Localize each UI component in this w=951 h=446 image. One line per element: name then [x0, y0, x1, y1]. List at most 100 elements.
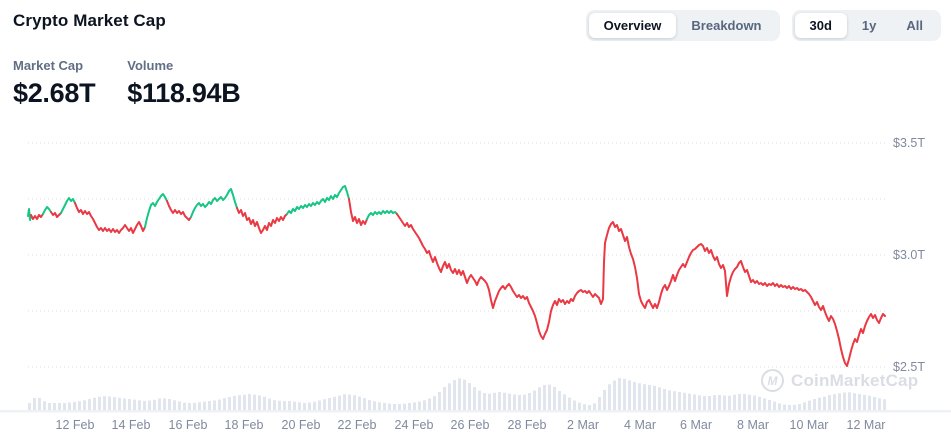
price-line-up	[190, 188, 238, 218]
volume-bar	[268, 398, 271, 410]
page-title: Crypto Market Cap	[13, 11, 166, 30]
volume-bar	[883, 399, 886, 410]
volume-bar	[278, 400, 281, 410]
volume-bar	[863, 394, 866, 410]
volume-bar	[518, 395, 521, 410]
volume-bar	[68, 402, 71, 410]
toggle-overview[interactable]: Overview	[588, 13, 677, 38]
volume-bar	[98, 396, 101, 410]
volume-bar	[813, 399, 816, 410]
volume-bar	[543, 385, 546, 410]
volume-bar	[503, 392, 506, 410]
volume-bar	[558, 391, 561, 410]
volume-bar	[343, 394, 346, 410]
volume-bar	[598, 397, 601, 410]
volume-bar	[308, 402, 311, 410]
volume-bar	[728, 395, 731, 410]
volume-bar	[528, 393, 531, 410]
volume-bar	[603, 390, 606, 410]
volume-bar	[178, 401, 181, 410]
volume-bar	[738, 394, 741, 410]
volume-bar	[48, 403, 51, 410]
price-line-down	[236, 207, 288, 234]
volume-bar	[588, 405, 591, 410]
volume-bar	[123, 398, 126, 410]
volume-bar	[378, 402, 381, 410]
volume-bar	[413, 402, 416, 410]
volume-bar	[393, 404, 396, 410]
volume-bar	[713, 395, 716, 410]
x-axis-label: 18 Feb	[224, 418, 264, 432]
volume-label: Volume	[127, 58, 174, 73]
volume-bar	[118, 397, 121, 410]
range-1y[interactable]: 1y	[847, 13, 891, 38]
volume-bar	[203, 401, 206, 410]
volume-bar	[768, 400, 771, 410]
volume-bar	[398, 404, 401, 410]
volume-bar	[568, 397, 571, 410]
volume-bar	[468, 383, 471, 410]
x-axis-label: 16 Feb	[168, 418, 208, 432]
toggle-breakdown[interactable]: Breakdown	[676, 13, 776, 38]
volume-bar	[223, 398, 226, 410]
volume-bar	[243, 394, 246, 410]
market-cap-value: $2.68T	[13, 78, 96, 108]
volume-bar	[638, 383, 641, 410]
volume-bar	[388, 403, 391, 410]
volume-bar	[653, 385, 656, 410]
volume-bar	[233, 395, 236, 410]
volume-bar	[778, 403, 781, 410]
volume-bar	[138, 400, 141, 410]
volume-bar	[63, 403, 66, 410]
volume-bar	[563, 394, 566, 410]
volume-bar	[93, 397, 96, 410]
volume-bar	[318, 400, 321, 410]
volume-bar	[873, 397, 876, 410]
volume-bar	[363, 398, 366, 410]
price-line-up	[27, 208, 32, 221]
volume-bar	[548, 384, 551, 410]
volume-baseline	[0, 410, 951, 413]
volume-bar	[298, 402, 301, 410]
price-line-up	[60, 197, 76, 214]
volume-bar	[358, 396, 361, 410]
volume-bar	[263, 396, 266, 410]
view-toggle-group: Overview Breakdown	[585, 10, 780, 41]
volume-bar	[288, 401, 291, 410]
volume-bar	[578, 402, 581, 410]
volume-bar	[783, 404, 786, 410]
volume-bar	[33, 398, 36, 410]
volume-bar	[478, 390, 481, 410]
price-line-down	[348, 198, 368, 226]
volume-bar	[53, 403, 56, 410]
volume-bar	[273, 400, 276, 410]
volume-bar	[473, 387, 476, 410]
volume-bar	[523, 394, 526, 410]
volume-bar	[303, 402, 306, 410]
volume-bar	[148, 400, 151, 410]
range-all[interactable]: All	[891, 13, 938, 38]
volume-bar	[368, 400, 371, 410]
volume-bar	[193, 402, 196, 410]
volume-bar	[313, 401, 316, 410]
chart-controls: Overview Breakdown 30d 1y All	[585, 10, 941, 41]
volume-bar	[328, 398, 331, 410]
y-axis-label: $3.0T	[893, 248, 925, 262]
volume-bar	[133, 399, 136, 410]
range-30d[interactable]: 30d	[794, 13, 847, 38]
volume-bar	[88, 399, 91, 410]
volume-bar	[583, 404, 586, 410]
volume-bar	[573, 400, 576, 410]
price-line-down	[166, 200, 192, 221]
volume-bar	[798, 404, 801, 410]
volume-bar	[683, 392, 686, 410]
y-axis-label: $2.5T	[893, 360, 925, 374]
volume-bar	[698, 395, 701, 410]
volume-bar	[488, 393, 491, 410]
x-axis-label: 20 Feb	[281, 418, 321, 432]
price-line-up	[366, 210, 398, 220]
volume-bar	[238, 395, 241, 410]
volume-bar	[78, 401, 81, 410]
